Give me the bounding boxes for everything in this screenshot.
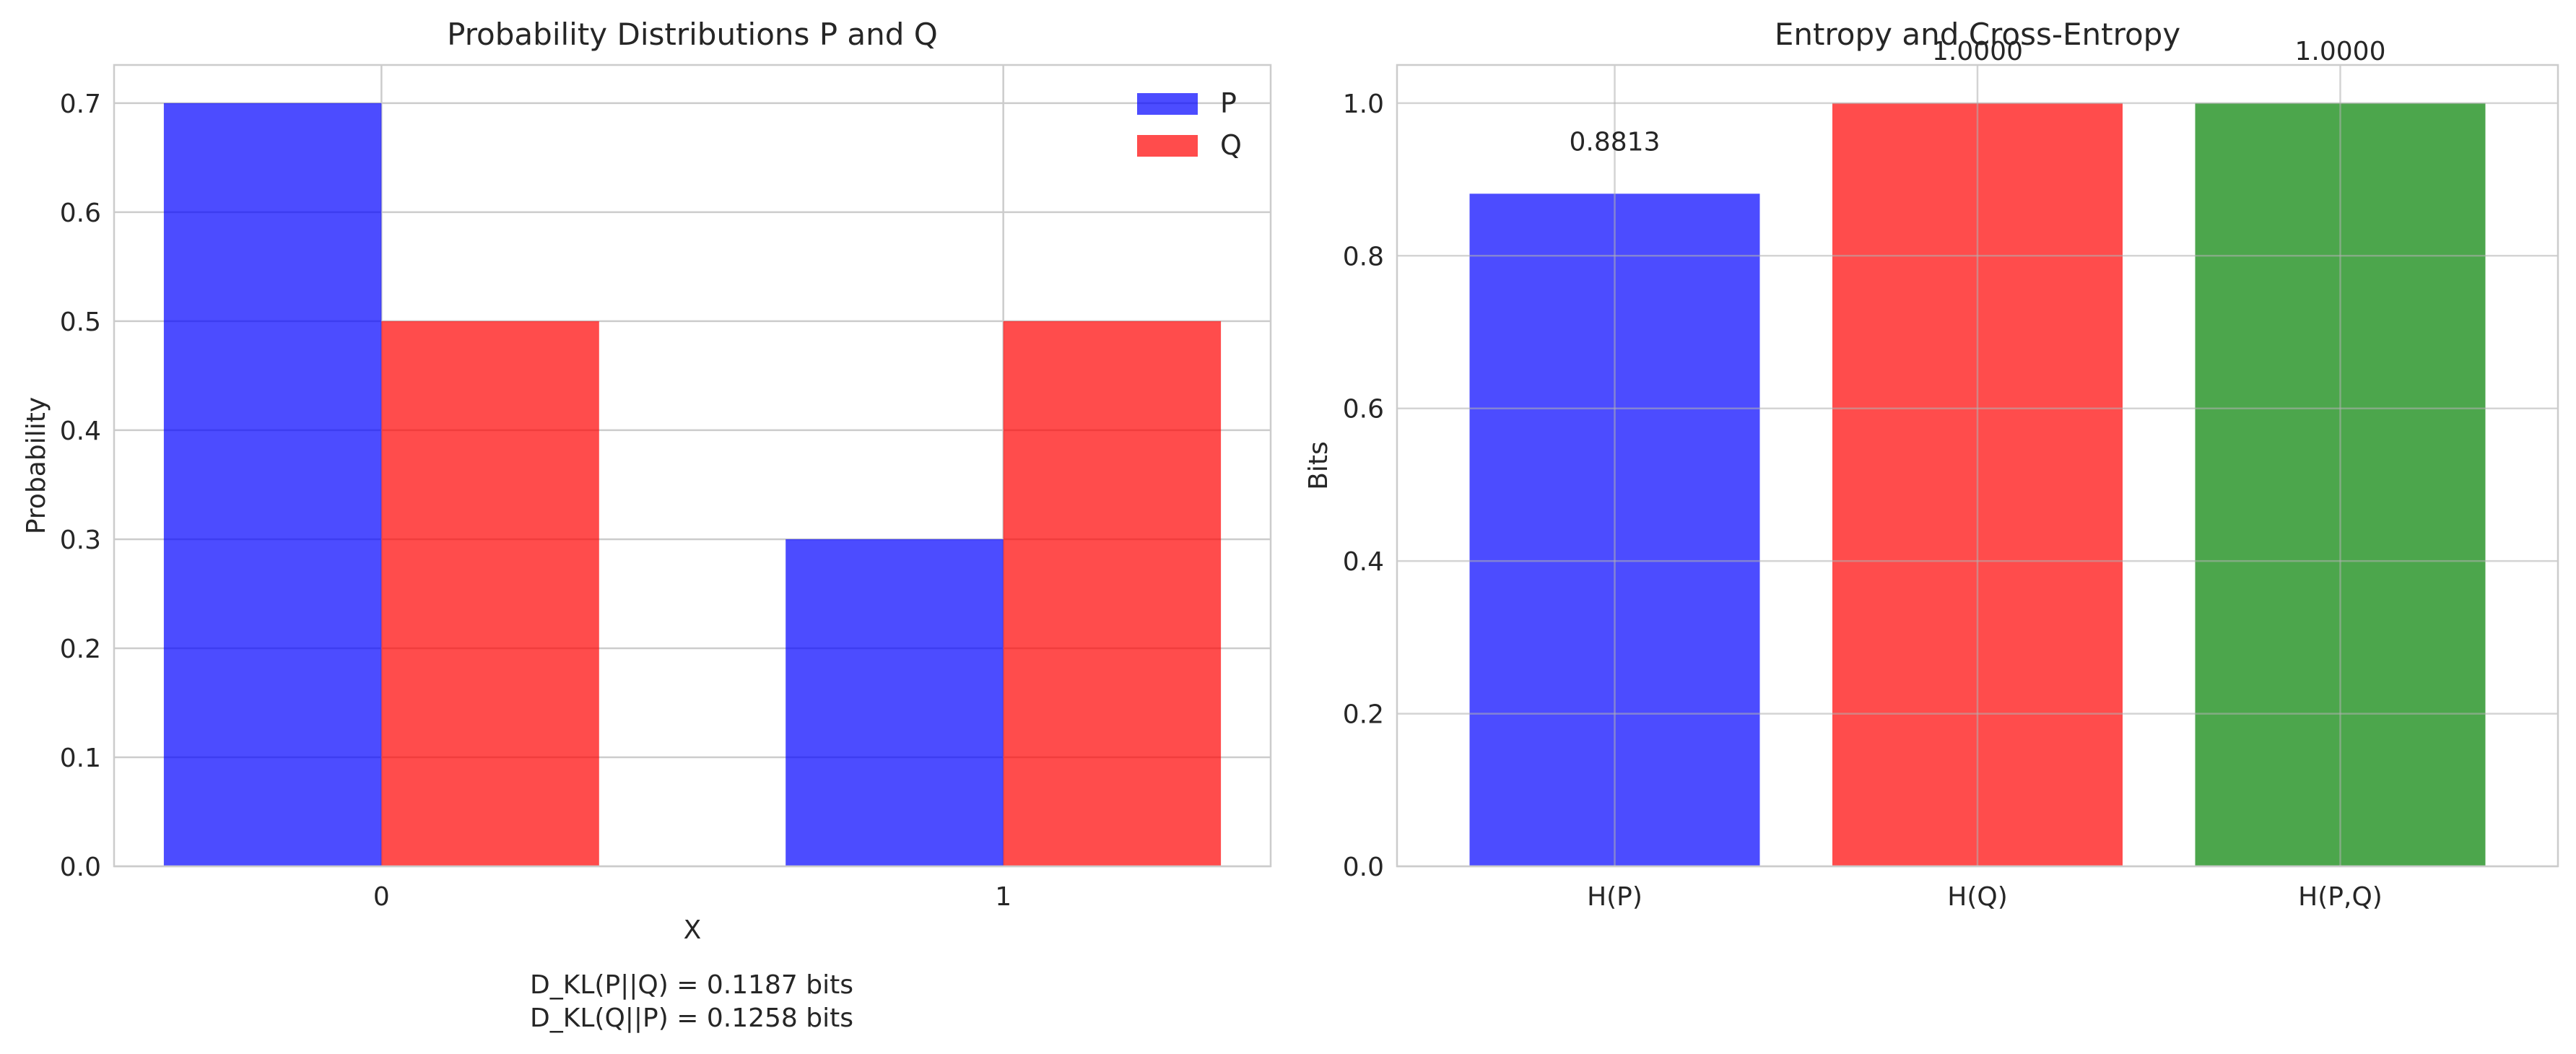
- right-y-axis-label: Bits: [1304, 441, 1333, 490]
- right-chart-title: Entropy and Cross-Entropy: [1775, 17, 2180, 52]
- left-bars: [163, 103, 1222, 866]
- bar-p-0: [163, 103, 382, 866]
- right-y-tick-label: 0.6: [1343, 395, 1384, 424]
- bar-q-1: [1003, 321, 1222, 866]
- left-plot-frame: [113, 64, 1272, 868]
- right-y-ticks: 0.0 0.2 0.4 0.6 0.8 1.0: [1343, 90, 1384, 882]
- left-x-tick-label: 1: [995, 882, 1011, 912]
- kl-qp-annotation: D_KL(Q||P) = 0.1258 bits: [530, 1003, 853, 1033]
- left-y-tick-label: 0.3: [60, 526, 101, 555]
- kl-pq-annotation: D_KL(P||Q) = 0.1187 bits: [530, 970, 853, 1000]
- left-y-tick-label: 0.1: [60, 744, 101, 773]
- right-y-tick-label: 0.8: [1343, 242, 1384, 271]
- left-y-tick-label: 0.7: [60, 90, 101, 119]
- legend-swatch-q: [1137, 135, 1198, 157]
- bar-value-label: 1.0000: [1932, 37, 2023, 66]
- right-y-tick-label: 0.4: [1343, 547, 1384, 577]
- right-y-tick-label: 0.2: [1343, 700, 1384, 730]
- bar-value-label: 1.0000: [2295, 37, 2386, 66]
- bar-value-label: 0.8813: [1570, 127, 1661, 157]
- bar-p-1: [786, 539, 1004, 866]
- left-y-axis-label: Probability: [22, 397, 51, 534]
- right-gridlines: [1397, 65, 2558, 868]
- bar-q-0: [381, 321, 599, 866]
- left-y-ticks: 0.0 0.1 0.2 0.3 0.4 0.5 0.6 0.7: [60, 90, 101, 882]
- right-x-tick-label: H(Q): [1947, 882, 2008, 912]
- left-x-tick-label: 0: [373, 882, 390, 912]
- right-y-tick-label: 1.0: [1343, 90, 1384, 119]
- left-y-tick-label: 0.2: [60, 635, 101, 664]
- entropy-chart: 0.0 0.2 0.4 0.6 0.8 1.0 H(P) H(Q) H(P,Q) 0.8813…: [1304, 17, 2559, 912]
- right-x-ticks: H(P) H(Q) H(P,Q): [1587, 882, 2383, 912]
- left-y-tick-label: 0.0: [60, 853, 101, 882]
- right-plot-frame: [1396, 64, 2559, 868]
- left-x-axis-label: X: [684, 915, 702, 945]
- left-y-tick-label: 0.4: [60, 417, 101, 446]
- left-y-tick-label: 0.6: [60, 199, 101, 228]
- left-chart-title: Probability Distributions P and Q: [447, 17, 938, 52]
- left-legend: PQ: [1137, 87, 1242, 161]
- right-x-tick-label: H(P): [1587, 882, 1642, 912]
- legend-label-q: Q: [1220, 129, 1242, 161]
- right-x-tick-label: H(P,Q): [2298, 882, 2383, 912]
- right-value-labels: 0.8813 1.0000 1.0000: [1570, 37, 2386, 157]
- left-y-tick-label: 0.5: [60, 308, 101, 337]
- legend-swatch-p: [1137, 93, 1198, 115]
- legend-label-p: P: [1220, 87, 1237, 119]
- right-y-tick-label: 0.0: [1343, 853, 1384, 882]
